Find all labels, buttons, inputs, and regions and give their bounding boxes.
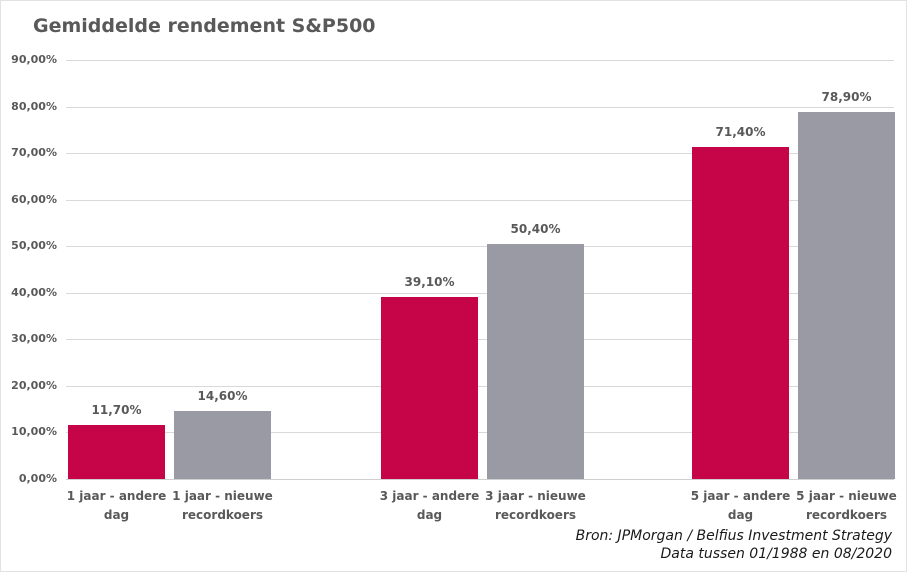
bar-value-label: 11,70%	[91, 402, 142, 417]
bar-value-label: 50,40%	[510, 222, 561, 237]
gridline	[66, 153, 894, 154]
category-label-line: recordkoers	[805, 507, 888, 522]
chart-title: Gemiddelde rendement S&P500	[33, 15, 376, 37]
bar-3-jaar-andere-dag	[381, 296, 478, 479]
y-axis-tick-label: 30,00%	[11, 332, 57, 345]
gridline	[66, 200, 894, 201]
gridline	[66, 293, 894, 294]
gridline	[66, 107, 894, 108]
category-label-line: 5 jaar - andere	[690, 489, 791, 503]
gridline	[66, 479, 894, 480]
category-label-line: dag	[727, 507, 754, 522]
category-label-line: 5 jaar - nieuwe	[796, 489, 897, 503]
bar-value-label: 39,10%	[404, 274, 455, 289]
category-label: 5 jaar - nieuwe recordkoers	[776, 487, 907, 524]
category-label-line: 3 jaar - nieuwe	[485, 489, 586, 503]
y-axis-tick-label: 40,00%	[11, 286, 57, 299]
category-label: 5 jaar - andere dag	[670, 487, 811, 524]
y-axis-tick-label: 10,00%	[11, 425, 57, 438]
source-line-2: Data tussen 01/1988 en 08/2020	[660, 546, 892, 563]
gridline	[66, 339, 894, 340]
gridline	[66, 432, 894, 433]
y-axis-tick-label: 0,00%	[18, 472, 57, 485]
category-label-line: dag	[103, 507, 130, 522]
category-label: 3 jaar - andere dag	[359, 487, 500, 524]
bar-value-label: 71,40%	[715, 124, 766, 139]
bar-5-jaar-andere-dag	[692, 146, 789, 479]
y-axis-tick-label: 20,00%	[11, 379, 57, 392]
y-axis-tick-label: 50,00%	[11, 239, 57, 252]
category-label-line: 3 jaar - andere	[379, 489, 480, 503]
y-axis-tick-label: 60,00%	[11, 193, 57, 206]
source-note: Bron: JPMorgan / Belfius Investment Stra…	[576, 527, 892, 563]
gridline	[66, 60, 894, 61]
bar-3-jaar-nieuwe-recordkoers	[487, 244, 584, 479]
source-line-1: Bron: JPMorgan / Belfius Investment Stra…	[575, 528, 892, 544]
category-label-line: 1 jaar - andere	[66, 489, 167, 503]
category-label-line: 1 jaar - nieuwe	[172, 489, 273, 503]
gridline	[66, 246, 894, 247]
bar-value-label: 78,90%	[821, 89, 872, 104]
category-label-line: recordkoers	[181, 507, 264, 522]
y-axis-tick-label: 70,00%	[11, 146, 57, 159]
category-label: 1 jaar - andere dag	[46, 487, 187, 524]
bar-5-jaar-nieuwe-recordkoers	[798, 111, 895, 479]
category-label: 3 jaar - nieuwe recordkoers	[465, 487, 606, 524]
y-axis-tick-label: 80,00%	[11, 100, 57, 113]
bar-value-label: 14,60%	[197, 389, 248, 404]
gridline	[66, 386, 894, 387]
bar-1-jaar-nieuwe-recordkoers	[174, 411, 271, 479]
bar-1-jaar-andere-dag	[68, 424, 165, 479]
y-axis-tick-label: 90,00%	[11, 53, 57, 66]
category-label-line: dag	[416, 507, 443, 522]
category-label: 1 jaar - nieuwe recordkoers	[152, 487, 293, 524]
category-label-line: recordkoers	[494, 507, 577, 522]
